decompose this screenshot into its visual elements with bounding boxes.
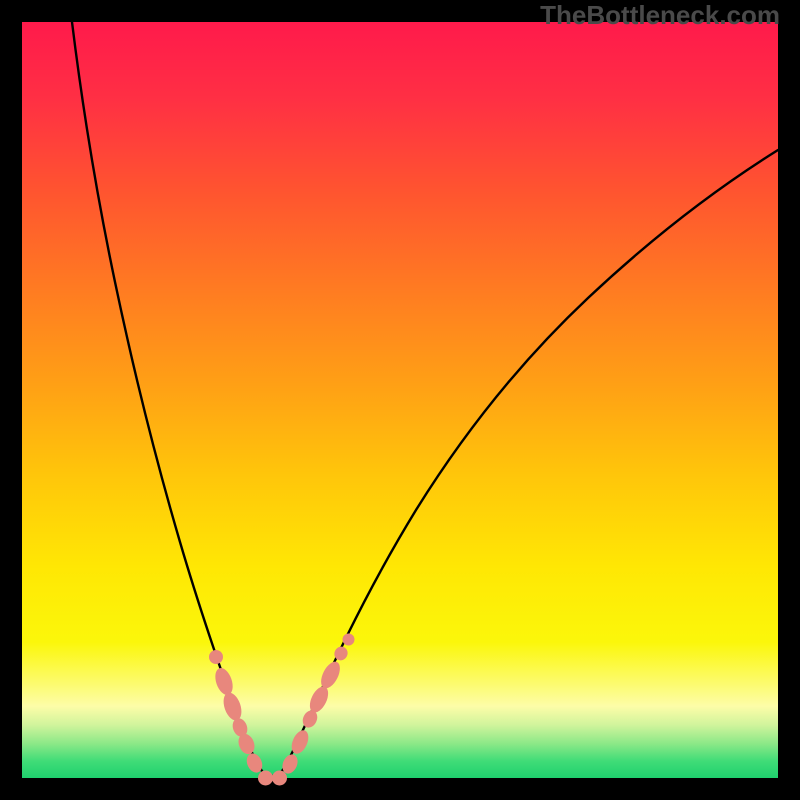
chart-frame: TheBottleneck.com bbox=[0, 0, 800, 800]
v-curve bbox=[72, 22, 778, 776]
curve-left bbox=[72, 22, 266, 776]
marker-dot bbox=[212, 666, 236, 698]
marker-dot bbox=[258, 771, 273, 786]
curve-layer bbox=[22, 22, 778, 778]
marker-group bbox=[209, 634, 355, 786]
marker-dot bbox=[220, 690, 245, 723]
marker-dot bbox=[317, 659, 344, 692]
marker-dot bbox=[343, 634, 355, 646]
marker-dot bbox=[272, 771, 287, 786]
watermark-text: TheBottleneck.com bbox=[540, 0, 780, 31]
plot-area bbox=[22, 22, 778, 778]
curve-right bbox=[278, 150, 778, 776]
marker-dot bbox=[209, 650, 223, 664]
